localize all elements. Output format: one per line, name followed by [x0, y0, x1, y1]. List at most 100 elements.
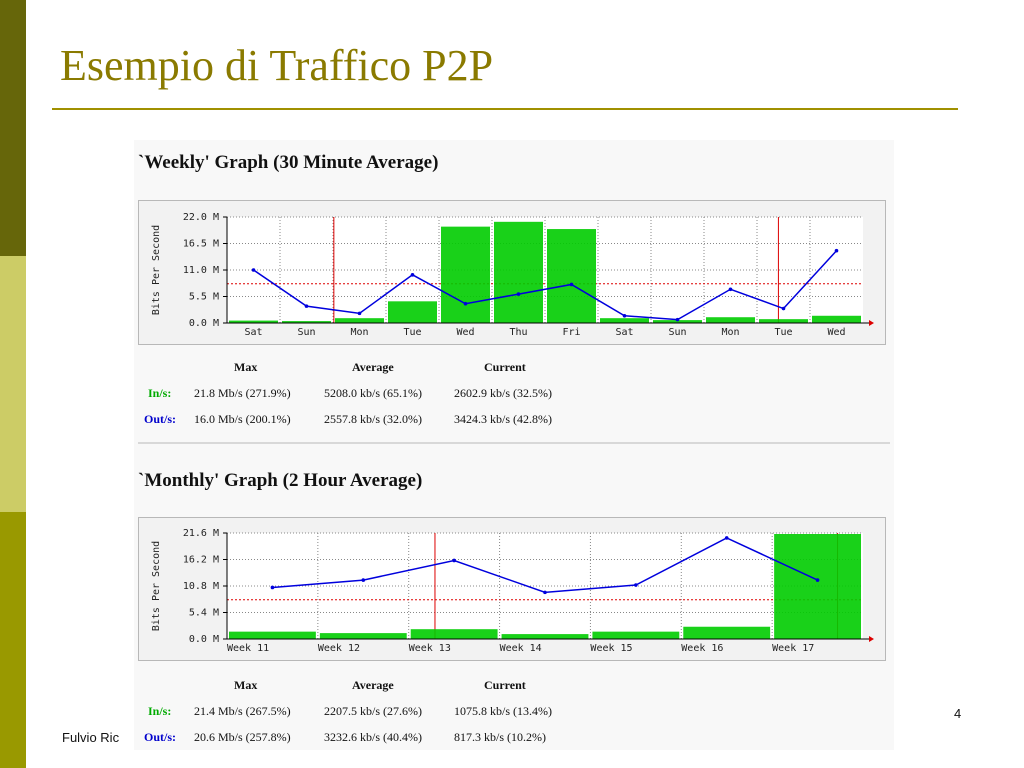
sidebar-band-mid	[0, 512, 26, 768]
in-bar	[388, 301, 437, 323]
in-bar	[441, 226, 490, 323]
in-bar	[653, 320, 702, 323]
x-tick-label: Fri	[562, 327, 580, 338]
in-bar	[410, 629, 498, 639]
monthly-graph-title: `Monthly' Graph (2 Hour Average)	[138, 470, 423, 491]
x-tick-label: Week 12	[318, 643, 360, 654]
x-tick-label: Tue	[403, 327, 421, 338]
in-bar	[229, 631, 316, 639]
x-tick-label: Tue	[774, 327, 792, 338]
in-bar	[812, 315, 861, 323]
out-point	[410, 273, 415, 277]
in-bar	[592, 631, 680, 639]
sidebar-band-light	[0, 256, 26, 512]
x-tick-label: Week 17	[772, 643, 814, 654]
x-tick-label: Wed	[456, 327, 474, 338]
out-point	[781, 306, 786, 311]
x-tick-label: Week 14	[500, 643, 542, 654]
stats-header-max: Max	[234, 678, 258, 692]
stats-in-label: In/s:	[148, 704, 172, 718]
out-point	[569, 282, 574, 287]
stats-in-max: 21.4 Mb/s (267.5%)	[194, 704, 291, 718]
stats-out-max: 20.6 Mb/s (257.8%)	[194, 730, 291, 744]
stats-out-avg: 3232.6 kb/s (40.4%)	[324, 730, 422, 744]
in-bar	[706, 317, 755, 323]
weekly-stats: Max Average Current In/s: 21.8 Mb/s (271…	[138, 360, 738, 430]
stats-out-cur: 3424.3 kb/s (42.8%)	[454, 412, 552, 426]
out-point	[516, 292, 521, 296]
monthly-graph-svg: 0.0 M 5.4 M 10.8 M 16.2 M 21.6 M Week 11 Week …	[151, 528, 874, 654]
out-point	[304, 304, 309, 308]
x-tick-label: Wed	[827, 327, 845, 338]
stats-out-max: 16.0 Mb/s (200.1%)	[194, 412, 291, 426]
out-point	[543, 590, 547, 595]
in-bar	[282, 321, 331, 323]
stats-header-current: Current	[484, 360, 526, 374]
y-tick-label: 5.5 M	[189, 292, 219, 303]
y-tick-label: 16.5 M	[183, 239, 219, 250]
y-tick-label: 21.6 M	[183, 528, 219, 539]
x-tick-label: Week 16	[681, 643, 723, 654]
out-point	[251, 268, 256, 272]
in-bar	[501, 634, 589, 639]
out-point	[815, 578, 820, 582]
x-tick-label: Sun	[668, 327, 686, 338]
in-bar	[683, 626, 771, 639]
stats-in-avg: 5208.0 kb/s (65.1%)	[324, 386, 422, 400]
out-point	[834, 248, 839, 253]
out-point	[728, 287, 733, 292]
stats-out-label: Out/s:	[144, 412, 177, 426]
y-tick-label: 16.2 M	[183, 555, 219, 566]
slide-footer-author: Fulvio Ric	[62, 730, 120, 745]
weekly-graph-svg: 0.0 M 5.5 M 11.0 M 16.5 M 22.0 M Sat Sun Mon Tue…	[151, 212, 874, 338]
stats-in-cur: 2602.9 kb/s (32.5%)	[454, 386, 552, 400]
monthly-stats: Max Average Current In/s: 21.4 Mb/s (267…	[138, 678, 738, 748]
stats-in-label: In/s:	[148, 386, 172, 400]
out-point	[724, 536, 729, 540]
in-bar	[229, 320, 278, 323]
stats-header-average: Average	[352, 360, 394, 374]
x-tick-label: Sat	[244, 327, 262, 338]
in-bar	[759, 319, 808, 323]
slide-page-number: 4	[954, 706, 962, 721]
in-bar	[600, 318, 649, 323]
y-tick-label: 10.8 M	[183, 581, 219, 592]
x-axis-arrow	[869, 320, 874, 326]
in-bar	[774, 533, 861, 639]
stats-header-current: Current	[484, 678, 526, 692]
y-tick-label: 0.0 M	[189, 318, 219, 329]
stats-out-avg: 2557.8 kb/s (32.0%)	[324, 412, 422, 426]
y-tick-label: 0.0 M	[189, 634, 219, 645]
stats-out-cur: 817.3 kb/s (10.2%)	[454, 730, 546, 744]
x-tick-label: Mon	[350, 327, 368, 338]
graph-separator	[138, 442, 890, 444]
title-divider	[52, 108, 958, 110]
x-tick-label: Week 11	[227, 643, 269, 654]
x-tick-label: Week 15	[590, 643, 632, 654]
x-tick-label: Sun	[297, 327, 315, 338]
x-tick-label: Thu	[509, 327, 527, 338]
stats-out-label: Out/s:	[144, 730, 177, 744]
in-bar	[494, 221, 543, 323]
slide-title: Esempio di Traffico P2P	[60, 41, 494, 90]
weekly-graph: 0.0 M 5.5 M 11.0 M 16.5 M 22.0 M Sat Sun Mon Tue…	[138, 200, 886, 345]
stats-in-max: 21.8 Mb/s (271.9%)	[194, 386, 291, 400]
in-bar	[547, 229, 596, 323]
x-tick-label: Week 13	[409, 643, 451, 654]
y-tick-label: 11.0 M	[183, 265, 219, 276]
x-tick-label: Mon	[721, 327, 739, 338]
out-point	[622, 313, 627, 318]
out-line	[253, 250, 838, 321]
out-point	[634, 583, 638, 587]
stats-header-max: Max	[234, 360, 258, 374]
in-bar	[319, 633, 407, 639]
x-tick-label: Sat	[615, 327, 633, 338]
monthly-graph: 0.0 M 5.4 M 10.8 M 16.2 M 21.6 M Week 11 Week …	[138, 517, 886, 661]
out-point	[361, 578, 366, 582]
sidebar-band-dark	[0, 0, 26, 256]
y-tick-label: 22.0 M	[183, 212, 219, 223]
out-point	[463, 301, 468, 306]
stats-in-avg: 2207.5 kb/s (27.6%)	[324, 704, 422, 718]
in-bar	[335, 318, 384, 323]
y-axis-label: Bits Per Second	[151, 541, 162, 631]
